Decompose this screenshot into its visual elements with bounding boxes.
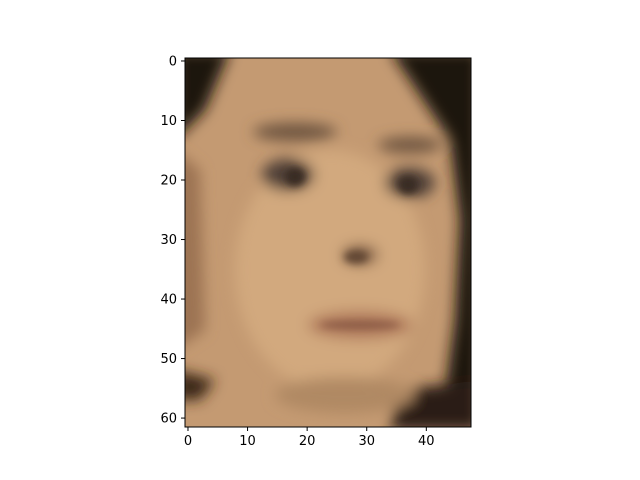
- x-tick-label: 20: [299, 434, 316, 449]
- lip-line: [320, 321, 400, 329]
- hair-right: [395, 58, 471, 427]
- y-tick-label: 60: [160, 412, 177, 427]
- y-tick-label: 50: [160, 352, 177, 367]
- x-tick-label: 40: [418, 434, 435, 449]
- x-tick-label: 30: [358, 434, 375, 449]
- x-axis: 0 10 20 30 40: [184, 427, 435, 449]
- brow-left: [253, 123, 337, 141]
- pupil-right: [398, 176, 418, 194]
- nostril: [344, 251, 368, 263]
- y-tick-label: 30: [160, 233, 177, 248]
- plot-frame: [184, 57, 472, 428]
- x-tick-label: 10: [239, 434, 256, 449]
- hair-top-left: [185, 58, 227, 130]
- y-tick-label: 40: [160, 293, 177, 308]
- y-tick-label: 20: [160, 174, 177, 189]
- chin-shadow: [275, 377, 415, 413]
- shadow-left: [185, 158, 205, 344]
- shadow-bottom-left: [185, 372, 215, 400]
- x-tick-label: 0: [184, 434, 192, 449]
- y-tick-label: 0: [169, 54, 177, 69]
- y-axis: 0 10 20 30 40 50 60: [160, 54, 185, 427]
- y-tick-label: 10: [160, 114, 177, 129]
- pupil-left: [285, 168, 305, 186]
- brow-right: [378, 137, 442, 153]
- face-image: [185, 58, 471, 427]
